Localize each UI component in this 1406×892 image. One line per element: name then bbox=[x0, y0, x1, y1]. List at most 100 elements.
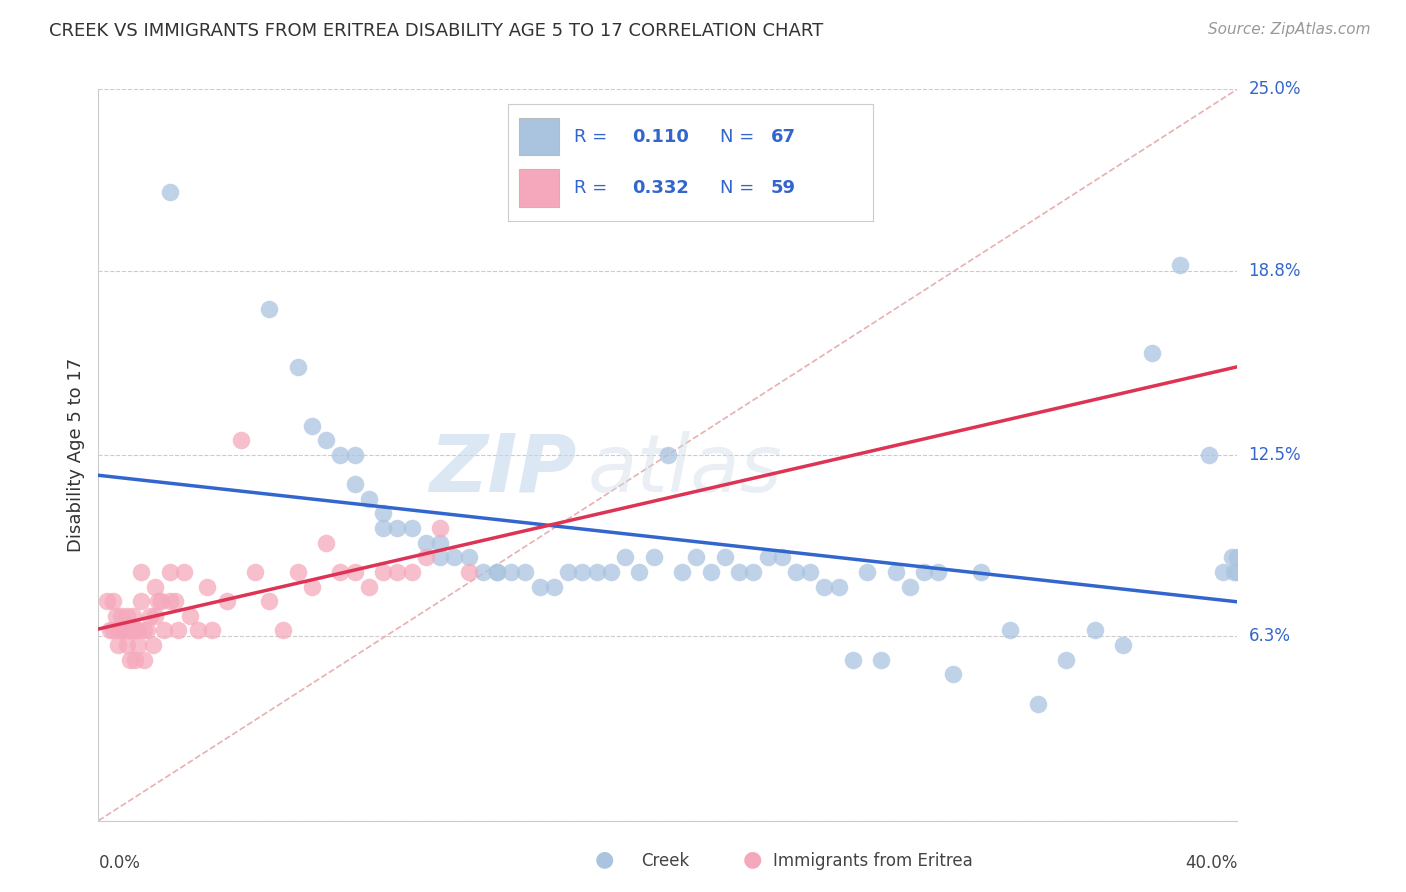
Point bbox=[343, 477, 366, 491]
Point bbox=[96, 594, 118, 608]
Text: Creek: Creek bbox=[641, 852, 689, 870]
Point bbox=[1226, 565, 1249, 579]
Point bbox=[443, 550, 465, 565]
Point bbox=[699, 565, 721, 579]
Point bbox=[1084, 624, 1107, 638]
Point bbox=[828, 580, 851, 594]
Point bbox=[643, 550, 665, 565]
Text: 18.8%: 18.8% bbox=[1249, 261, 1301, 279]
Text: ZIP: ZIP bbox=[429, 431, 576, 508]
Point bbox=[970, 565, 993, 579]
Point bbox=[770, 550, 793, 565]
Point bbox=[373, 507, 395, 521]
Point bbox=[415, 535, 437, 549]
Point bbox=[110, 624, 132, 638]
Point bbox=[329, 448, 352, 462]
Point bbox=[785, 565, 807, 579]
Point bbox=[628, 565, 651, 579]
Point bbox=[167, 624, 190, 638]
Point bbox=[942, 667, 965, 681]
Point bbox=[150, 594, 173, 608]
Point bbox=[884, 565, 907, 579]
Point bbox=[273, 624, 295, 638]
Point bbox=[115, 608, 138, 623]
Point bbox=[1226, 550, 1249, 565]
Text: ●: ● bbox=[742, 850, 762, 870]
Point bbox=[110, 608, 132, 623]
Point bbox=[159, 185, 181, 199]
Point bbox=[799, 565, 821, 579]
Text: ●: ● bbox=[595, 850, 614, 870]
Point bbox=[132, 653, 155, 667]
Point bbox=[135, 624, 157, 638]
Point bbox=[756, 550, 779, 565]
Point bbox=[870, 653, 893, 667]
Point bbox=[1140, 345, 1163, 359]
Point bbox=[315, 434, 337, 448]
Point bbox=[471, 565, 494, 579]
Point bbox=[118, 624, 141, 638]
Point bbox=[429, 521, 451, 535]
Point bbox=[115, 624, 138, 638]
Point bbox=[287, 565, 309, 579]
Point bbox=[728, 565, 751, 579]
Point bbox=[179, 608, 201, 623]
Point bbox=[501, 565, 523, 579]
Point bbox=[129, 594, 152, 608]
Point bbox=[357, 491, 380, 506]
Point bbox=[998, 624, 1021, 638]
Text: 12.5%: 12.5% bbox=[1249, 446, 1301, 464]
Point bbox=[714, 550, 737, 565]
Point bbox=[486, 565, 509, 579]
Point bbox=[195, 580, 218, 594]
Point bbox=[215, 594, 238, 608]
Point bbox=[742, 565, 765, 579]
Point bbox=[1112, 638, 1135, 652]
Point bbox=[145, 608, 167, 623]
Point bbox=[124, 624, 146, 638]
Point bbox=[259, 301, 281, 316]
Point bbox=[124, 653, 146, 667]
Point bbox=[529, 580, 551, 594]
Point bbox=[104, 608, 127, 623]
Point bbox=[121, 608, 143, 623]
Point bbox=[429, 550, 451, 565]
Point bbox=[387, 521, 409, 535]
Point bbox=[1170, 258, 1192, 272]
Point bbox=[557, 565, 579, 579]
Text: Immigrants from Eritrea: Immigrants from Eritrea bbox=[773, 852, 973, 870]
Point bbox=[127, 638, 149, 652]
Text: 0.0%: 0.0% bbox=[98, 854, 141, 871]
Point bbox=[515, 565, 537, 579]
Point bbox=[614, 550, 637, 565]
Y-axis label: Disability Age 5 to 17: Disability Age 5 to 17 bbox=[66, 358, 84, 552]
Point bbox=[115, 638, 138, 652]
Point bbox=[1212, 565, 1234, 579]
Point bbox=[343, 565, 366, 579]
Point bbox=[145, 580, 167, 594]
Point bbox=[315, 535, 337, 549]
Point bbox=[387, 565, 409, 579]
Point bbox=[415, 550, 437, 565]
Point bbox=[243, 565, 266, 579]
Point bbox=[118, 653, 141, 667]
Point bbox=[1223, 565, 1246, 579]
Point bbox=[329, 565, 352, 579]
Point bbox=[201, 624, 224, 638]
Point bbox=[585, 565, 607, 579]
Point bbox=[141, 638, 163, 652]
Point bbox=[685, 550, 707, 565]
Point bbox=[401, 565, 423, 579]
Point bbox=[301, 580, 323, 594]
Point bbox=[132, 624, 155, 638]
Point bbox=[159, 594, 181, 608]
Text: 6.3%: 6.3% bbox=[1249, 627, 1291, 645]
Point bbox=[671, 565, 693, 579]
Point bbox=[1026, 697, 1049, 711]
Point bbox=[343, 448, 366, 462]
Text: 25.0%: 25.0% bbox=[1249, 80, 1301, 98]
Point bbox=[543, 580, 565, 594]
Point bbox=[98, 624, 121, 638]
Point bbox=[457, 565, 479, 579]
Point bbox=[173, 565, 195, 579]
